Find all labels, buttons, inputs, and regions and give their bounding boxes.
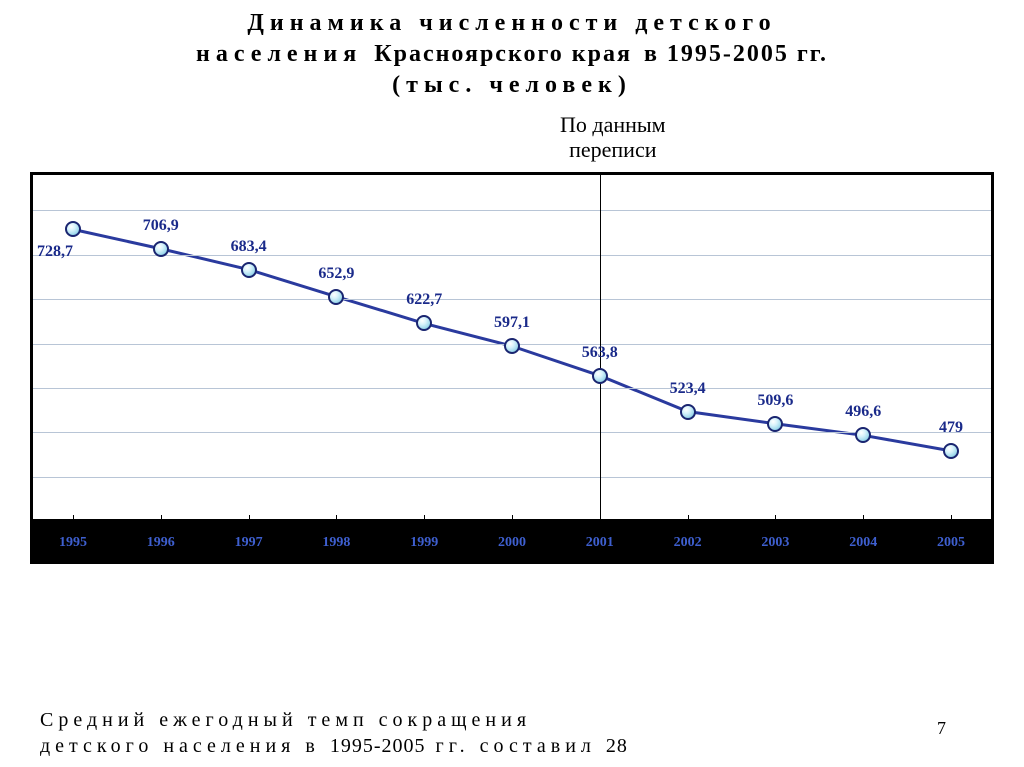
x-axis-label: 1996	[147, 535, 175, 551]
footer-text: Средний ежегодный темп сокращения детско…	[40, 707, 984, 759]
note-line2: переписи	[569, 137, 656, 162]
title-line2c: в 1995-2005 гг.	[644, 41, 828, 67]
x-axis-label: 1998	[322, 535, 350, 551]
gridline	[33, 299, 991, 300]
data-marker	[504, 338, 520, 354]
data-label: 597,1	[494, 314, 530, 332]
chart-frame: 728,7 706,9 683,4 652,9 622,7 597,1 563,8 523,4…	[30, 172, 994, 564]
data-label: 728,7	[37, 243, 73, 261]
data-label: 683,4	[231, 238, 267, 256]
data-marker	[328, 289, 344, 305]
data-marker	[592, 368, 608, 384]
title-line1: Динамика численности детского	[247, 10, 776, 36]
page-number: 7	[937, 718, 946, 739]
data-marker	[855, 427, 871, 443]
x-tick	[249, 515, 250, 523]
data-marker	[416, 315, 432, 331]
chart-title: Динамика численности детского населения …	[0, 0, 1024, 102]
data-label: 563,8	[582, 344, 618, 362]
x-tick	[512, 515, 513, 523]
data-label: 706,9	[143, 217, 179, 235]
data-label: 523,4	[670, 380, 706, 398]
title-line2a: населения	[196, 41, 362, 67]
data-label: 509,6	[757, 392, 793, 410]
x-axis-label: 1995	[59, 535, 87, 551]
x-tick	[775, 515, 776, 523]
x-axis-label: 2001	[586, 535, 614, 551]
footer-2a: детского населения в	[40, 735, 320, 757]
gridline	[33, 210, 991, 211]
x-axis-label: 2003	[761, 535, 789, 551]
data-marker	[943, 443, 959, 459]
title-line3: (тыс. человек)	[392, 72, 632, 98]
data-label: 479	[939, 419, 963, 437]
data-marker	[241, 262, 257, 278]
x-tick	[863, 515, 864, 523]
data-label: 622,7	[406, 291, 442, 309]
x-tick	[336, 515, 337, 523]
x-tick	[688, 515, 689, 523]
x-tick	[600, 515, 601, 523]
data-label: 496,6	[845, 403, 881, 421]
x-axis-label: 2002	[674, 535, 702, 551]
plot-area: 728,7 706,9 683,4 652,9 622,7 597,1 563,8 523,4…	[33, 175, 991, 521]
data-marker	[65, 221, 81, 237]
data-marker	[153, 241, 169, 257]
gridline	[33, 255, 991, 256]
x-axis-label: 1997	[235, 535, 263, 551]
footer-2c: гг. составил	[435, 735, 595, 757]
data-marker	[767, 416, 783, 432]
footer-2d: 28	[606, 735, 628, 757]
footer-1: Средний ежегодный темп сокращения	[40, 709, 531, 731]
footer-2b: 1995-2005	[330, 735, 426, 757]
title-line2b: Красноярского края	[374, 41, 632, 67]
x-axis-label: 2000	[498, 535, 526, 551]
x-axis-label: 1999	[410, 535, 438, 551]
x-axis-label: 2004	[849, 535, 877, 551]
x-tick	[951, 515, 952, 523]
x-axis-label: 2005	[937, 535, 965, 551]
note-line1: По данным	[560, 112, 666, 137]
gridline	[33, 432, 991, 433]
census-note: По данным переписи	[560, 112, 666, 163]
data-label: 652,9	[318, 265, 354, 283]
x-tick	[73, 515, 74, 523]
x-tick	[161, 515, 162, 523]
gridline	[33, 388, 991, 389]
data-marker	[680, 404, 696, 420]
gridline	[33, 477, 991, 478]
x-tick	[424, 515, 425, 523]
